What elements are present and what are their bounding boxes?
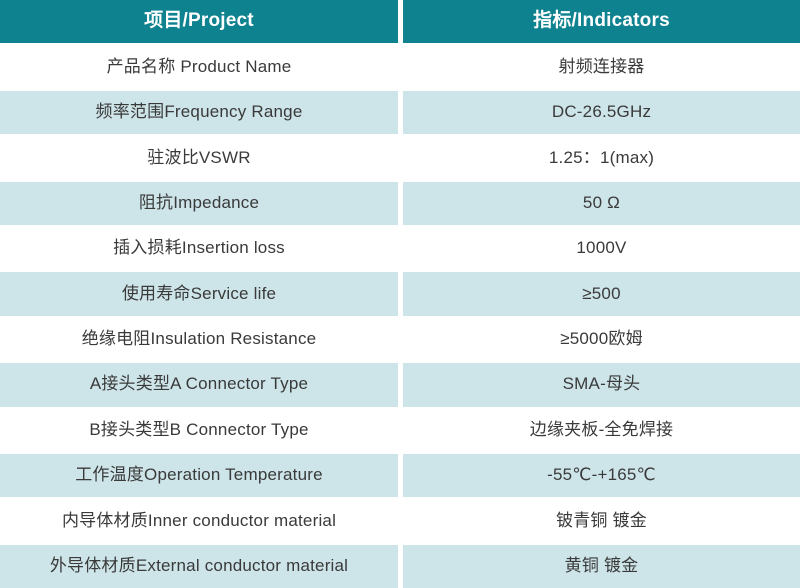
table-row: 外导体材质External conductor material 黄铜 镀金 — [0, 544, 800, 588]
table-header-row: 项目/Project 指标/Indicators — [0, 0, 800, 44]
cell-project: 外导体材质External conductor material — [0, 544, 398, 588]
table-row: B接头类型B Connector Type 边缘夹板-全免焊接 — [0, 408, 800, 452]
cell-value: -55℃-+165℃ — [403, 453, 800, 498]
cell-value: 50 Ω — [403, 181, 800, 225]
cell-value: 1000V — [403, 226, 800, 271]
cell-project: 频率范围Frequency Range — [0, 90, 398, 135]
header-cell-project: 项目/Project — [0, 0, 398, 44]
cell-project: 使用寿命Service life — [0, 272, 398, 316]
cell-value: 黄铜 镀金 — [403, 544, 800, 588]
cell-value: 边缘夹板-全免焊接 — [403, 408, 800, 452]
table-row: 产品名称 Product Name 射频连接器 — [0, 45, 800, 89]
cell-value: 射频连接器 — [403, 45, 800, 89]
table-row: A接头类型A Connector Type SMA-母头 — [0, 363, 800, 407]
table-row: 插入损耗Insertion loss 1000V — [0, 226, 800, 271]
cell-project: 驻波比VSWR — [0, 136, 398, 180]
cell-value: 铍青铜 镀金 — [403, 499, 800, 543]
cell-value: SMA-母头 — [403, 363, 800, 407]
cell-project: B接头类型B Connector Type — [0, 408, 398, 452]
table-row: 绝缘电阻Insulation Resistance ≥5000欧姆 — [0, 317, 800, 362]
cell-value: ≥500 — [403, 272, 800, 316]
table-row: 阻抗Impedance 50 Ω — [0, 181, 800, 225]
cell-project: 绝缘电阻Insulation Resistance — [0, 317, 398, 362]
table-row: 驻波比VSWR 1.25：1(max) — [0, 136, 800, 180]
cell-project: A接头类型A Connector Type — [0, 363, 398, 407]
cell-value: 1.25：1(max) — [403, 136, 800, 180]
cell-project: 产品名称 Product Name — [0, 45, 398, 89]
header-cell-indicators: 指标/Indicators — [403, 0, 800, 44]
cell-project: 内导体材质Inner conductor material — [0, 499, 398, 543]
cell-project: 阻抗Impedance — [0, 181, 398, 225]
table-row: 工作温度Operation Temperature -55℃-+165℃ — [0, 453, 800, 498]
table-row: 使用寿命Service life ≥500 — [0, 272, 800, 316]
table-row: 频率范围Frequency Range DC-26.5GHz — [0, 90, 800, 135]
cell-value: ≥5000欧姆 — [403, 317, 800, 362]
cell-value: DC-26.5GHz — [403, 90, 800, 135]
cell-project: 工作温度Operation Temperature — [0, 453, 398, 498]
table-row: 内导体材质Inner conductor material 铍青铜 镀金 — [0, 499, 800, 543]
cell-project: 插入损耗Insertion loss — [0, 226, 398, 271]
